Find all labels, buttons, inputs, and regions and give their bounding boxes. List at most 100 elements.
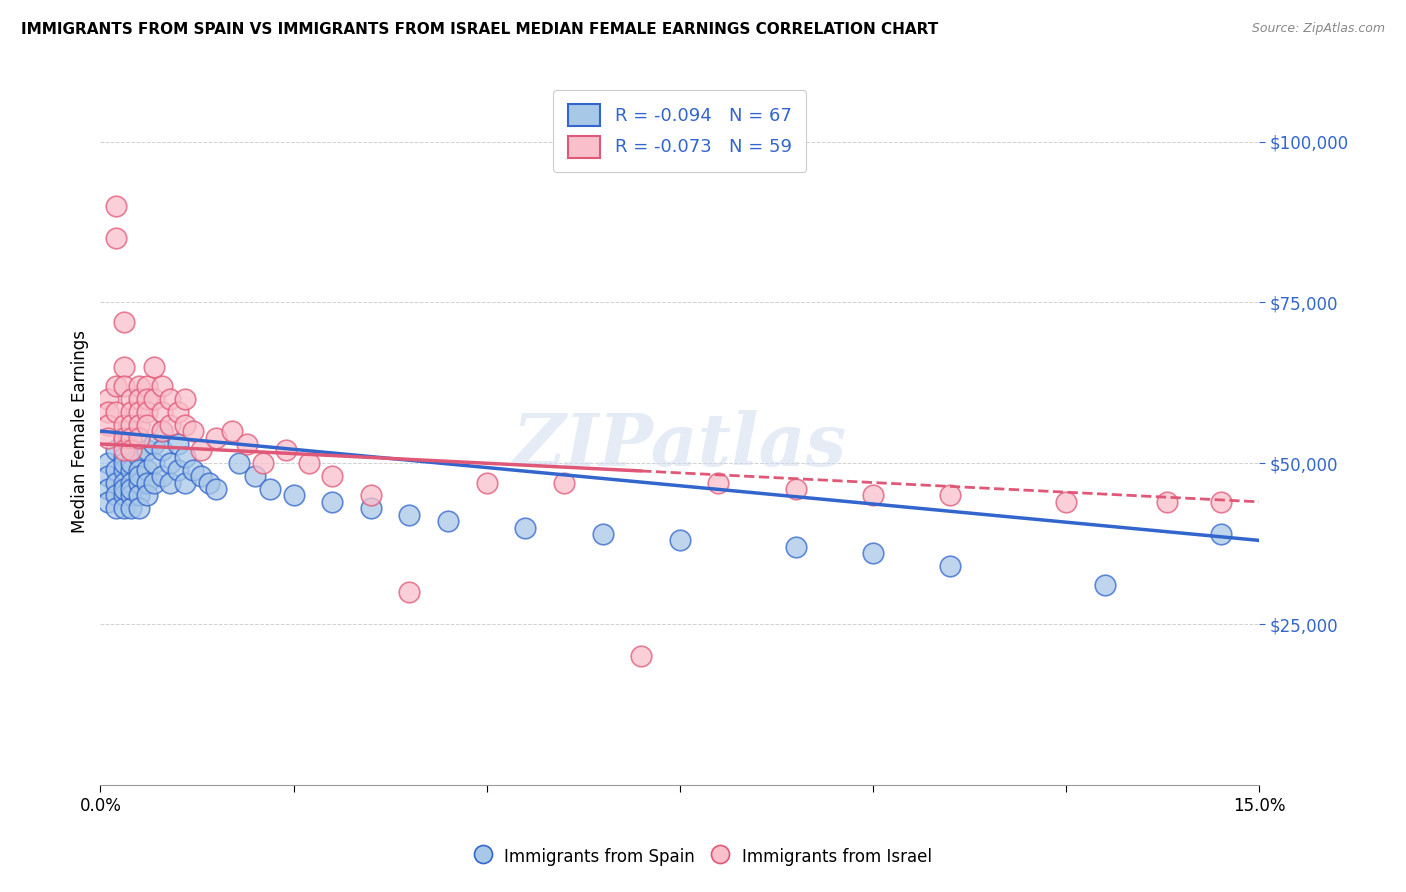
Point: [135, 463, 157, 477]
Point: [104, 199, 127, 213]
Point: [166, 405, 188, 419]
Point: [1094, 578, 1116, 592]
Point: [104, 463, 127, 477]
Point: [398, 585, 420, 599]
Point: [159, 475, 181, 490]
Point: [205, 482, 228, 496]
Point: [104, 443, 127, 458]
Point: [112, 315, 135, 329]
Point: [150, 443, 173, 458]
Point: [120, 463, 142, 477]
Point: [120, 417, 142, 432]
Point: [553, 475, 575, 490]
Point: [252, 456, 274, 470]
Point: [97, 495, 120, 509]
Point: [128, 488, 150, 502]
Text: Source: ZipAtlas.com: Source: ZipAtlas.com: [1251, 22, 1385, 36]
Point: [104, 379, 127, 393]
Point: [128, 431, 150, 445]
Point: [135, 443, 157, 458]
Point: [159, 392, 181, 406]
Point: [1156, 495, 1178, 509]
Point: [862, 546, 884, 560]
Point: [97, 417, 120, 432]
Point: [592, 527, 614, 541]
Point: [1209, 495, 1232, 509]
Point: [135, 379, 157, 393]
Point: [112, 443, 135, 458]
Point: [135, 475, 157, 490]
Point: [862, 488, 884, 502]
Point: [321, 469, 343, 483]
Point: [174, 392, 197, 406]
Point: [360, 488, 382, 502]
Point: [939, 559, 962, 574]
Point: [243, 469, 266, 483]
Point: [112, 359, 135, 374]
Point: [228, 456, 250, 470]
Point: [205, 431, 228, 445]
Point: [120, 405, 142, 419]
Point: [128, 405, 150, 419]
Point: [143, 392, 166, 406]
Point: [475, 475, 498, 490]
Point: [97, 456, 120, 470]
Y-axis label: Median Female Earnings: Median Female Earnings: [72, 330, 89, 533]
Point: [112, 431, 135, 445]
Point: [283, 488, 305, 502]
Point: [112, 450, 135, 464]
Point: [1209, 527, 1232, 541]
Point: [143, 359, 166, 374]
Point: [112, 482, 135, 496]
Point: [181, 463, 204, 477]
Point: [150, 424, 173, 438]
Point: [128, 417, 150, 432]
Point: [190, 443, 212, 458]
Point: [120, 443, 142, 458]
Point: [259, 482, 281, 496]
Point: [437, 514, 460, 528]
Point: [785, 482, 807, 496]
Point: [112, 417, 135, 432]
Point: [236, 437, 259, 451]
Point: [112, 475, 135, 490]
Point: [150, 379, 173, 393]
Point: [120, 443, 142, 458]
Point: [120, 501, 142, 516]
Point: [112, 488, 135, 502]
Point: [112, 379, 135, 393]
Point: [274, 443, 297, 458]
Point: [181, 424, 204, 438]
Point: [398, 508, 420, 522]
Point: [120, 488, 142, 502]
Point: [150, 469, 173, 483]
Point: [143, 475, 166, 490]
Point: [669, 533, 692, 548]
Point: [104, 488, 127, 502]
Point: [150, 424, 173, 438]
Point: [221, 424, 243, 438]
Point: [128, 392, 150, 406]
Point: [128, 431, 150, 445]
Point: [120, 456, 142, 470]
Point: [112, 456, 135, 470]
Point: [128, 379, 150, 393]
Point: [128, 501, 150, 516]
Point: [630, 649, 652, 664]
Point: [174, 417, 197, 432]
Point: [360, 501, 382, 516]
Point: [104, 405, 127, 419]
Point: [97, 405, 120, 419]
Legend: R = -0.094   N = 67, R = -0.073   N = 59: R = -0.094 N = 67, R = -0.073 N = 59: [554, 90, 806, 172]
Point: [143, 456, 166, 470]
Point: [939, 488, 962, 502]
Point: [120, 482, 142, 496]
Point: [97, 431, 120, 445]
Point: [515, 520, 537, 534]
Point: [128, 469, 150, 483]
Point: [104, 475, 127, 490]
Point: [707, 475, 730, 490]
Point: [174, 450, 197, 464]
Point: [1054, 495, 1077, 509]
Legend: Immigrants from Spain, Immigrants from Israel: Immigrants from Spain, Immigrants from I…: [465, 838, 941, 875]
